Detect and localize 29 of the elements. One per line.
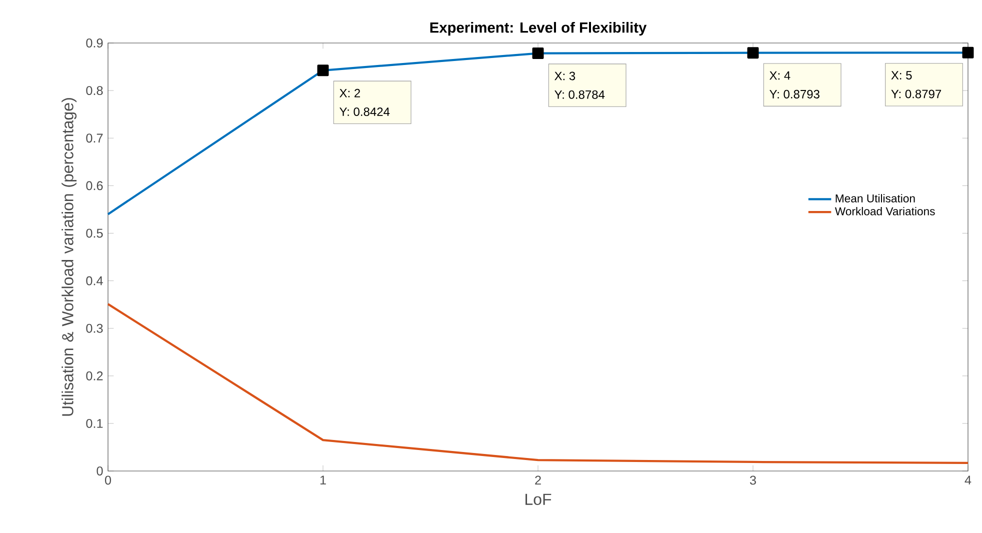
annotation: Y: 0.8793	[770, 90, 820, 98]
y-tick-label: 0.3	[86, 324, 103, 333]
y-tick-label: 0.9	[86, 38, 103, 48]
line-series	[106, 303, 970, 464]
x-tick-label: 0	[104, 476, 112, 485]
y-tick-label: 0	[96, 466, 103, 476]
annotation: X: 3	[554, 72, 576, 80]
y-tick-label: 0.6	[86, 181, 103, 190]
annotation: X: 4	[770, 71, 790, 80]
annotation: Y: 0.8797	[891, 90, 942, 98]
x-tick-label: 3	[750, 476, 756, 485]
chart-title: Experiment: Level of Flexibility	[430, 22, 647, 36]
x-tick-label: 2	[535, 476, 541, 485]
annotation: X: 5	[891, 71, 912, 80]
annotation: X: 2	[340, 88, 360, 98]
y-tick-label: 0.1	[86, 418, 103, 428]
y-tick-label: 0.7	[86, 134, 103, 143]
y-tick-label: 0.5	[86, 228, 103, 238]
y-tick-label: 0.2	[86, 371, 103, 380]
y-tick-label: 0.4	[86, 276, 103, 286]
y-tick-label: 0.8	[86, 86, 103, 96]
y-axis-title: Utilisation & Workload variation (percentage)	[62, 98, 77, 416]
x-axis-title: LoF	[526, 494, 552, 505]
annotation: Y: 0.8424	[340, 107, 390, 116]
legend-label: Mean Utilisation	[836, 194, 915, 202]
x-tick-label: 4	[964, 476, 972, 484]
annotation: Y: 0.8784	[554, 90, 605, 99]
x-tick-label: 1	[320, 476, 326, 484]
legend-label: Workload Variations	[834, 206, 935, 216]
